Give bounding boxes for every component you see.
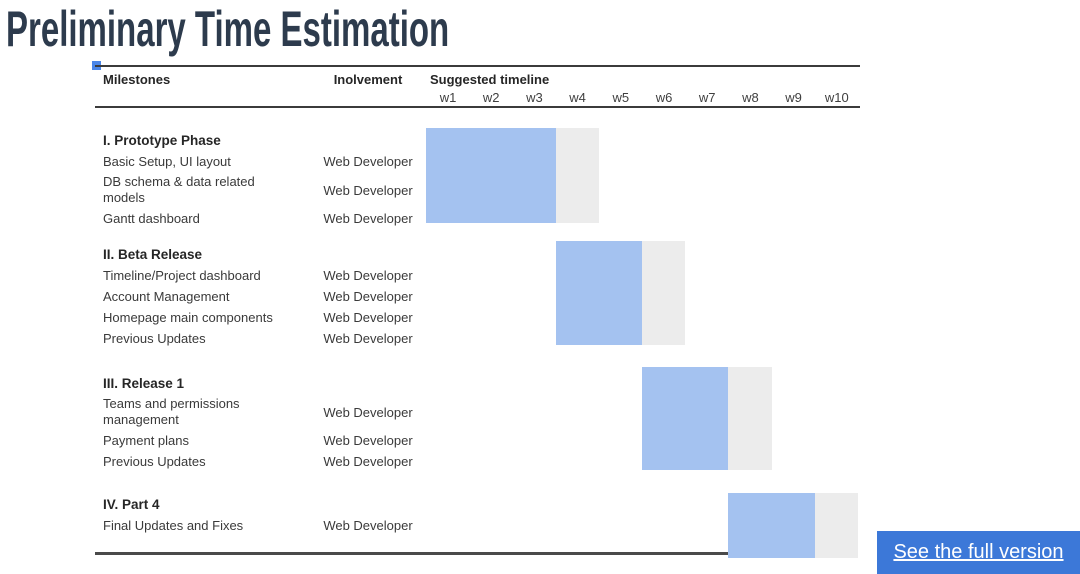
milestone-label: Homepage main components (103, 309, 273, 325)
involvement-value: Web Developer (323, 268, 413, 283)
column-header-suggested-timeline: Suggested timeline (430, 72, 550, 87)
section-title: IV. Part 4 (103, 497, 160, 512)
table-row: Final Updates and Fixes Web Developer (103, 515, 433, 536)
involvement-value: Web Developer (323, 182, 413, 198)
milestone-label: Gantt dashboard (103, 210, 200, 226)
gantt-bar-phase-2-buffer (642, 241, 686, 345)
week-label-w8: w8 (742, 90, 759, 105)
involvement-value: Web Developer (323, 211, 413, 226)
section-part-4: IV. Part 4 Final Updates and Fixes Web D… (103, 494, 433, 536)
section-title: II. Beta Release (103, 247, 203, 262)
table-row: Homepage main components Web Developer (103, 307, 433, 328)
page-title: Preliminary Time Estimation (6, 1, 450, 57)
milestone-label: Account Management (103, 288, 230, 304)
table-top-border (95, 65, 860, 67)
column-header-milestones: Milestones (103, 72, 171, 87)
milestone-label: Timeline/Project dashboard (103, 267, 261, 283)
involvement-value: Web Developer (323, 518, 413, 533)
gantt-bar-phase-4-buffer (814, 493, 858, 558)
gantt-bar-phase-3-buffer (728, 367, 772, 470)
involvement-value: Web Developer (323, 454, 413, 469)
table-row: Payment plans Web Developer (103, 430, 433, 451)
milestone-label: Previous Updates (103, 330, 206, 346)
week-label-w1: w1 (439, 90, 457, 105)
week-label-w10: w10 (824, 90, 849, 105)
week-label-w7: w7 (698, 90, 716, 105)
gantt-bar-phase-1-active (426, 128, 556, 223)
week-label-w9: w9 (785, 90, 802, 105)
table-row: DB schema & data related models Web Deve… (103, 172, 433, 208)
table-row: Previous Updates Web Developer (103, 451, 433, 472)
involvement-value: Web Developer (323, 310, 413, 325)
milestone-label: Teams and permissions management (103, 396, 240, 427)
involvement-value: Web Developer (323, 404, 413, 420)
table-row: Teams and permissions management Web Dev… (103, 394, 433, 430)
gantt-bar-phase-2-active (555, 241, 642, 345)
gantt-bar-phase-1-buffer (555, 128, 599, 223)
milestone-label: Final Updates and Fixes (103, 517, 244, 533)
table-row: Account Management Web Developer (103, 286, 433, 307)
week-label-w3: w3 (526, 90, 543, 105)
involvement-value: Web Developer (323, 433, 413, 448)
involvement-value: Web Developer (323, 154, 413, 169)
week-label-w2: w2 (482, 90, 500, 105)
gantt-bar-phase-3-active (642, 367, 729, 470)
involvement-value: Web Developer (323, 289, 413, 304)
section-beta-release: II. Beta Release Timeline/Project dashbo… (103, 244, 433, 349)
milestone-label: Payment plans (103, 432, 189, 448)
table-row: Previous Updates Web Developer (103, 328, 433, 349)
table-bottom-border (95, 552, 815, 555)
milestone-label: Previous Updates (103, 453, 206, 469)
gantt-bar-phase-4-active (728, 493, 815, 558)
gantt-bar-phase-4 (0, 493, 1080, 558)
week-label-w6: w6 (655, 90, 673, 105)
section-title: III. Release 1 (103, 376, 185, 391)
week-label-w4: w4 (569, 90, 586, 105)
milestone-label: DB schema & data related models (103, 174, 255, 205)
table-row: Basic Setup, UI layout Web Developer (103, 151, 433, 172)
milestone-label: Basic Setup, UI layout (103, 153, 231, 169)
header-divider-line (95, 106, 860, 108)
involvement-value: Web Developer (323, 331, 413, 346)
section-release-1: III. Release 1 Teams and permissions man… (103, 373, 433, 472)
see-full-version-button[interactable]: See the full version (877, 531, 1080, 574)
see-full-version-label: See the full version (893, 541, 1064, 563)
table-row: Gantt dashboard Web Developer (103, 208, 433, 229)
week-label-w5: w5 (612, 90, 630, 105)
section-title: I. Prototype Phase (103, 133, 221, 148)
gantt-bar-phase-2 (0, 241, 1080, 345)
gantt-bar-phase-3 (0, 367, 1080, 470)
column-header-involvement: Inolvement (333, 72, 403, 87)
gantt-bar-phase-1 (0, 128, 1080, 223)
table-row: Timeline/Project dashboard Web Developer (103, 265, 433, 286)
section-prototype-phase: I. Prototype Phase Basic Setup, UI layou… (103, 130, 433, 229)
